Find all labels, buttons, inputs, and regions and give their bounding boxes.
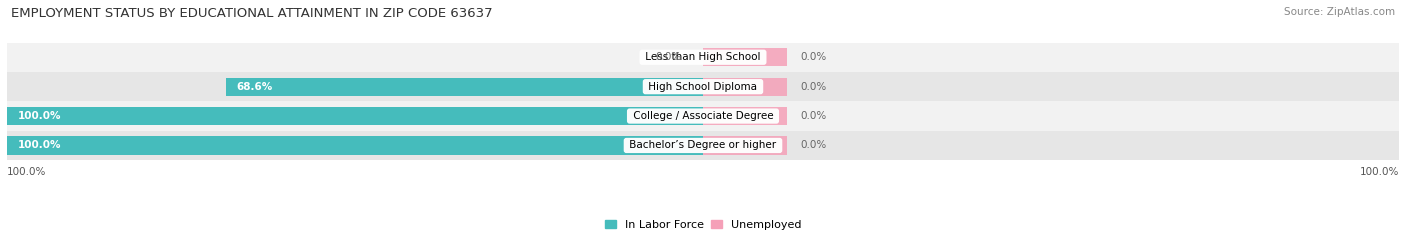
Text: 0.0%: 0.0% [800, 82, 827, 92]
Bar [225, 78, 703, 96]
Text: College / Associate Degree: College / Associate Degree [630, 111, 776, 121]
Text: 0.0%: 0.0% [800, 140, 827, 151]
Text: 0.0%: 0.0% [800, 52, 827, 62]
Bar [703, 48, 786, 66]
Text: Source: ZipAtlas.com: Source: ZipAtlas.com [1284, 7, 1395, 17]
Legend: In Labor Force, Unemployed: In Labor Force, Unemployed [600, 215, 806, 233]
Text: Bachelor’s Degree or higher: Bachelor’s Degree or higher [626, 140, 780, 151]
Text: 100.0%: 100.0% [17, 140, 60, 151]
Bar [7, 43, 1399, 72]
Bar [703, 107, 786, 125]
Text: 100.0%: 100.0% [17, 111, 60, 121]
Bar [7, 101, 1399, 131]
Text: Less than High School: Less than High School [643, 52, 763, 62]
Text: 68.6%: 68.6% [236, 82, 273, 92]
Text: High School Diploma: High School Diploma [645, 82, 761, 92]
Bar [7, 131, 1399, 160]
Bar [7, 107, 703, 125]
Text: 0.0%: 0.0% [800, 111, 827, 121]
Bar [7, 72, 1399, 101]
Bar [703, 78, 786, 96]
Bar [7, 136, 703, 154]
Text: 0.0%: 0.0% [655, 52, 682, 62]
Bar [703, 136, 786, 154]
Text: 100.0%: 100.0% [7, 167, 46, 177]
Text: EMPLOYMENT STATUS BY EDUCATIONAL ATTAINMENT IN ZIP CODE 63637: EMPLOYMENT STATUS BY EDUCATIONAL ATTAINM… [11, 7, 494, 20]
Text: 100.0%: 100.0% [1360, 167, 1399, 177]
